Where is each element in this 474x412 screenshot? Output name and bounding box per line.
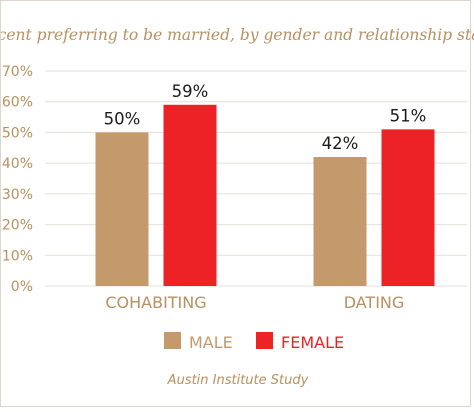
bar-female-cohabiting (163, 104, 217, 287)
legend-swatch-male (164, 332, 181, 349)
x-axis-categories: COHABITING DATING (105, 293, 404, 312)
y-tick-label: 0% (11, 279, 33, 295)
bars (95, 104, 435, 287)
value-label: 51% (390, 106, 427, 125)
y-axis-ticks: 0% 10% 20% 30% 40% 50% 60% 70% (2, 64, 33, 295)
legend-swatch-female (256, 332, 273, 349)
bar-female-dating (381, 129, 435, 286)
legend: MALE FEMALE (164, 332, 344, 352)
y-tick-label: 30% (2, 187, 33, 203)
source-note: Austin Institute Study (167, 373, 309, 388)
y-tick-label: 20% (2, 218, 33, 234)
y-tick-label: 10% (2, 248, 33, 264)
value-labels: 50% 59% 42% 51% (104, 82, 427, 153)
bar-male-cohabiting (95, 132, 149, 286)
chart-title: Percent preferring to be married, by gen… (1, 26, 474, 44)
value-label: 42% (322, 134, 359, 153)
category-label: DATING (344, 293, 405, 312)
y-tick-label: 70% (2, 64, 33, 80)
y-tick-label: 40% (2, 156, 33, 172)
category-label: COHABITING (105, 293, 206, 312)
y-tick-label: 50% (2, 125, 33, 141)
bar-male-dating (313, 157, 367, 286)
value-label: 50% (104, 109, 141, 128)
y-tick-label: 60% (2, 95, 33, 111)
legend-label-male: MALE (189, 333, 233, 352)
legend-label-female: FEMALE (281, 333, 344, 352)
value-label: 59% (172, 82, 209, 101)
